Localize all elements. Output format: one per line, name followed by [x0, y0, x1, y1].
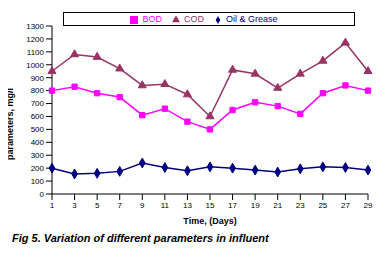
svg-text:500: 500	[31, 125, 45, 134]
svg-text:5: 5	[95, 201, 100, 210]
svg-text:Time, (Days): Time, (Days)	[183, 216, 236, 226]
svg-text:1300: 1300	[26, 22, 44, 31]
svg-text:27: 27	[341, 201, 350, 210]
svg-text:17: 17	[228, 201, 237, 210]
svg-text:29: 29	[364, 201, 373, 210]
svg-text:1200: 1200	[26, 35, 44, 44]
svg-text:13: 13	[183, 201, 192, 210]
svg-text:19: 19	[251, 201, 260, 210]
svg-text:1000: 1000	[26, 61, 44, 70]
html-text:BOD: BOD	[142, 14, 162, 24]
html-text:Oil & Grease: Oil & Grease	[226, 14, 278, 24]
html-text:COD: COD	[184, 14, 204, 24]
svg-text:1100: 1100	[27, 48, 45, 57]
svg-text:800: 800	[31, 86, 45, 95]
svg-text:23: 23	[296, 201, 305, 210]
svg-text:parameters, mg/l: parameters, mg/l	[8, 88, 15, 160]
svg-text:25: 25	[318, 201, 327, 210]
svg-text:300: 300	[31, 151, 45, 160]
svg-text:7: 7	[117, 201, 122, 210]
svg-text:15: 15	[206, 201, 215, 210]
svg-text:700: 700	[31, 99, 45, 108]
svg-text:1: 1	[50, 201, 55, 210]
svg-text:200: 200	[31, 164, 45, 173]
svg-text:100: 100	[31, 177, 45, 186]
svg-text:0: 0	[40, 190, 45, 199]
svg-text:11: 11	[161, 201, 170, 210]
svg-text:400: 400	[31, 138, 45, 147]
svg-text:600: 600	[31, 112, 45, 121]
svg-text:900: 900	[31, 74, 45, 83]
svg-text:21: 21	[273, 201, 282, 210]
html-text:Fig 5. Variation of different: Fig 5. Variation of different parameters…	[12, 232, 269, 244]
svg-text:9: 9	[140, 201, 145, 210]
svg-text:3: 3	[72, 201, 77, 210]
